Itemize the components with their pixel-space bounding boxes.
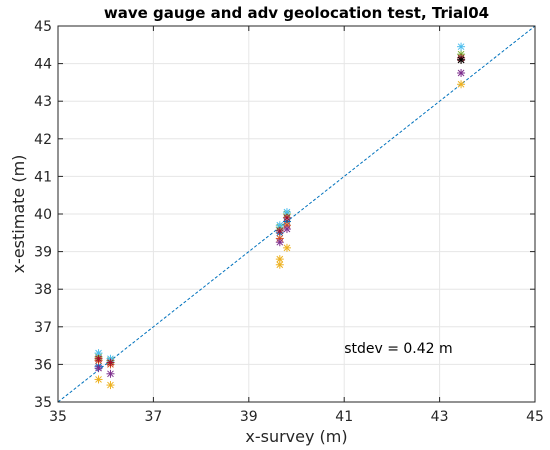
y-tick-label: 43: [34, 94, 52, 110]
stdev-annotation: stdev = 0.42 m: [344, 341, 452, 357]
reference-line: [57, 25, 536, 403]
chart-title: wave gauge and adv geolocation test, Tri…: [104, 4, 489, 22]
y-tick-label: 40: [34, 207, 52, 223]
data-point-asterisk: [275, 226, 284, 235]
axis-ticks: 35 37 39 41 43 45 35 36 37 38 39 40 41 42 43 44 45: [34, 19, 544, 425]
x-tick-label: 45: [526, 409, 544, 425]
y-tick-label: 42: [34, 132, 52, 148]
y-tick-label: 38: [34, 282, 52, 298]
data-point-asterisk: [457, 55, 466, 64]
x-tick-label: 37: [144, 409, 162, 425]
data-point-asterisk: [94, 364, 103, 373]
data-point-asterisk: [457, 80, 466, 89]
grid: [57, 25, 536, 403]
data-point-asterisk: [275, 255, 284, 264]
y-tick-label: 45: [34, 19, 52, 35]
data-point-asterisk: [106, 381, 115, 390]
y-tick-label: 41: [34, 169, 52, 185]
x-axis-label: x-survey (m): [245, 427, 347, 446]
data-point-asterisk: [282, 213, 291, 222]
x-tick-label: 39: [240, 409, 258, 425]
y-tick-label: 44: [34, 57, 52, 73]
data-point-asterisk: [282, 243, 291, 252]
x-tick-label: 43: [431, 409, 449, 425]
data-point-asterisk: [457, 42, 466, 51]
data-point-asterisk: [275, 260, 284, 269]
data-point-asterisk: [94, 354, 103, 363]
data-point-asterisk: [106, 358, 115, 367]
x-tick-label: 41: [335, 409, 353, 425]
y-tick-label: 37: [34, 320, 52, 336]
data-point-asterisk: [106, 369, 115, 378]
data-point-asterisk: [282, 225, 291, 234]
x-tick-label: 35: [49, 409, 67, 425]
data-point-asterisk: [94, 375, 103, 384]
data-points: [94, 42, 466, 390]
y-axis-label: x-estimate (m): [9, 155, 28, 274]
data-point-asterisk: [275, 238, 284, 247]
y-tick-label: 36: [34, 357, 52, 373]
y-tick-label: 35: [34, 395, 52, 411]
data-point-asterisk: [457, 69, 466, 77]
y-tick-label: 39: [34, 245, 52, 261]
